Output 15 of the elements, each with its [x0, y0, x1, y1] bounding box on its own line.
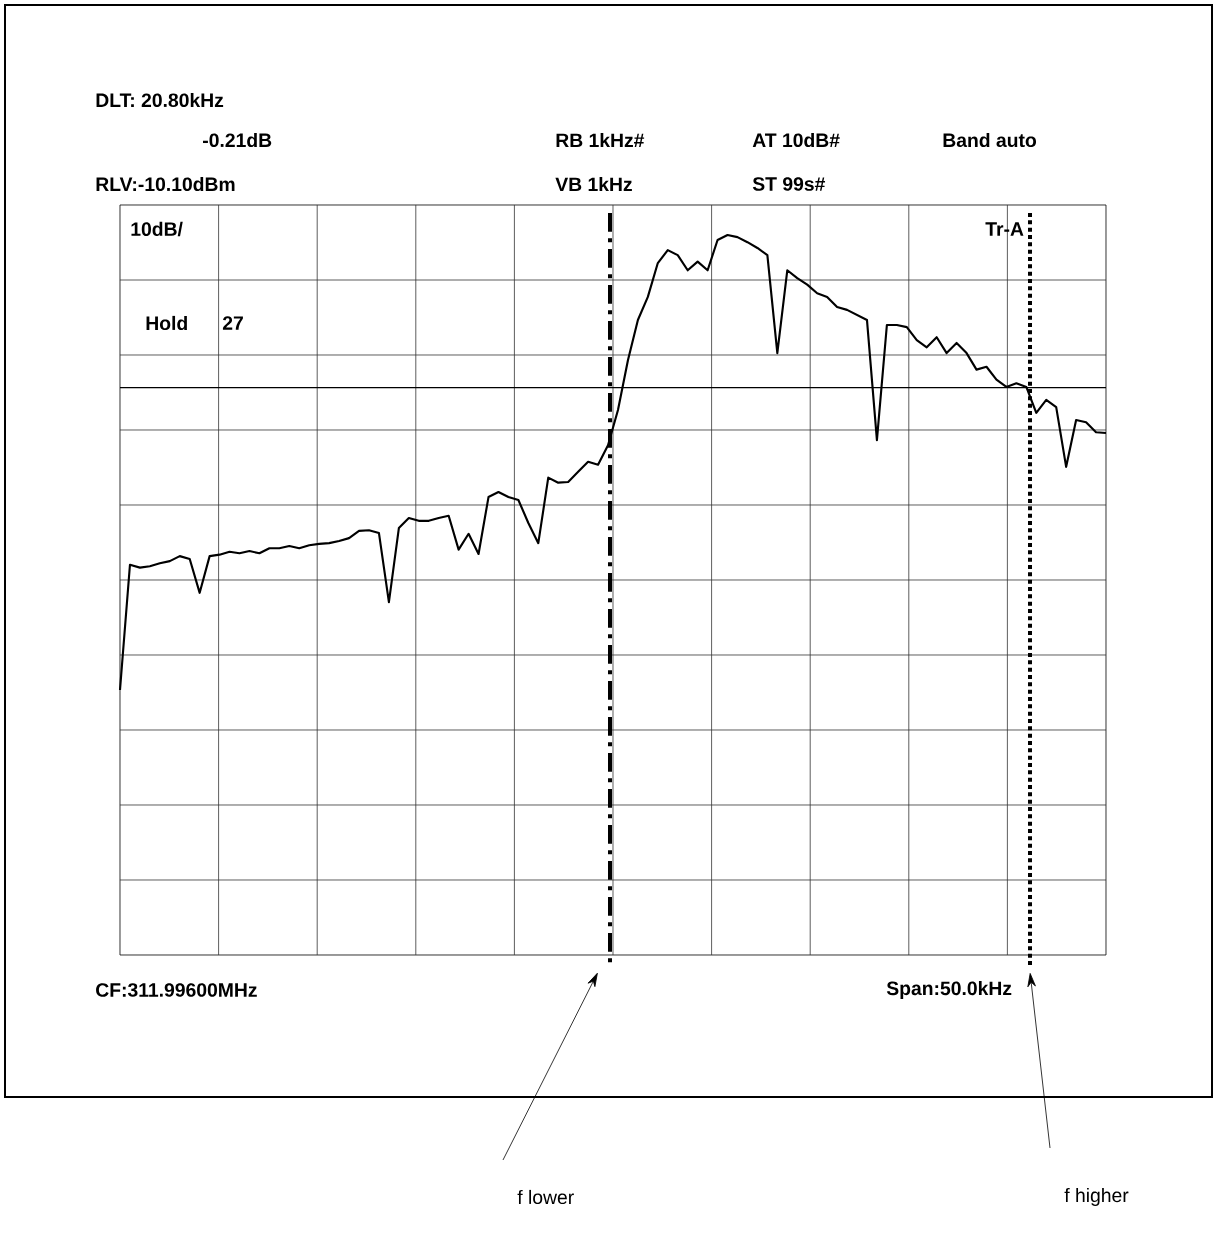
text: VB 1kHz	[555, 176, 632, 191]
text: RLV:-10.10dBm	[96, 176, 235, 192]
annotation: Hold	[146, 315, 187, 331]
text: Band auto	[943, 132, 1037, 148]
text: ST 99s#	[752, 177, 826, 191]
text: f lower	[517, 1189, 574, 1205]
text: CF:311.99600MHz	[96, 983, 257, 997]
annotation: 27	[222, 316, 243, 330]
text: DLT: 20.80kHz	[96, 92, 224, 108]
text: -0.21dB	[203, 132, 272, 148]
text: AT 10dB#	[752, 132, 840, 148]
text: f higher	[1064, 1187, 1129, 1207]
text: Span:50.0kHz	[886, 980, 1012, 1000]
text: RB 1kHz#	[556, 132, 645, 147]
annotation: 10dB/	[131, 221, 183, 237]
